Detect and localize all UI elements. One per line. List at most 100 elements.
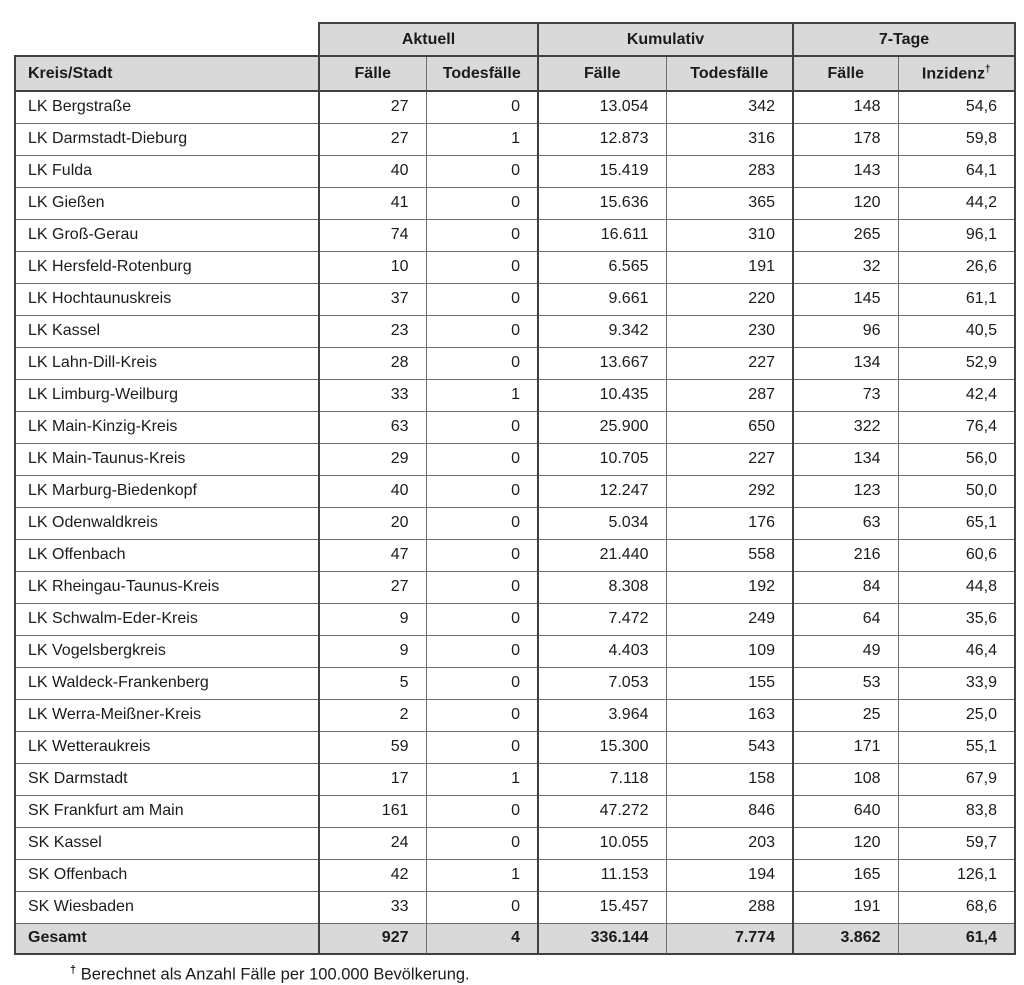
value-cell: 44,2: [897, 186, 1017, 220]
value-cell: 15.300: [537, 730, 667, 764]
value-cell: 126,1: [897, 858, 1017, 892]
district-name: LK Groß-Gerau: [14, 218, 320, 252]
table-row: LK Darmstadt-Dieburg 27 1 12.873 316 178 59,8: [14, 122, 1017, 156]
table-row: LK Hersfeld-Rotenburg 10 0 6.565 191 32 26,6: [14, 250, 1017, 284]
table-row: SK Frankfurt am Main 161 0 47.272 846 640 83,8: [14, 794, 1017, 828]
table-row: LK Schwalm-Eder-Kreis 9 0 7.472 249 64 35,6: [14, 602, 1017, 636]
table-row: LK Marburg-Biedenkopf 40 0 12.247 292 123 50,0: [14, 474, 1017, 508]
value-cell: 4.403: [537, 634, 667, 668]
district-name: LK Waldeck-Frankenberg: [14, 666, 320, 700]
value-cell: 0: [425, 282, 539, 316]
value-cell: 61,1: [897, 282, 1017, 316]
value-cell: 846: [665, 794, 794, 828]
value-cell: 83,8: [897, 794, 1017, 828]
value-cell: 13.054: [537, 90, 667, 124]
value-cell: 16.611: [537, 218, 667, 252]
value-cell: 68,6: [897, 890, 1017, 924]
column-header-7-tage-inzidenz: Inzidenz†: [897, 55, 1017, 92]
value-cell: 178: [792, 122, 899, 156]
value-cell: 74: [318, 218, 427, 252]
value-cell: 21.440: [537, 538, 667, 572]
value-cell: 7.053: [537, 666, 667, 700]
value-cell: 47: [318, 538, 427, 572]
value-cell: 0: [425, 890, 539, 924]
footnote-marker: †: [70, 964, 77, 976]
value-cell: 67,9: [897, 762, 1017, 796]
group-header-row: Aktuell Kumulativ 7-Tage: [15, 22, 1017, 57]
value-cell: 5.034: [537, 506, 667, 540]
value-cell: 54,6: [897, 90, 1017, 124]
value-cell: 558: [665, 538, 794, 572]
table-row: LK Lahn-Dill-Kreis 28 0 13.667 227 134 52,9: [14, 346, 1017, 380]
value-cell: 20: [318, 506, 427, 540]
value-cell: 32: [792, 250, 899, 284]
value-cell: 0: [425, 346, 539, 380]
table-row: LK Main-Taunus-Kreis 29 0 10.705 227 134 56,0: [14, 442, 1017, 476]
value-cell: 163: [665, 698, 794, 732]
value-cell: 0: [425, 442, 539, 476]
value-cell: 65,1: [897, 506, 1017, 540]
value-cell: 134: [792, 346, 899, 380]
value-cell: 287: [665, 378, 794, 412]
value-cell: 0: [425, 698, 539, 732]
value-cell: 25: [792, 698, 899, 732]
value-cell: 0: [425, 90, 539, 124]
district-name: LK Darmstadt-Dieburg: [14, 122, 320, 156]
district-name: LK Vogelsbergkreis: [14, 634, 320, 668]
value-cell: 28: [318, 346, 427, 380]
value-cell: 40: [318, 474, 427, 508]
value-cell: 192: [665, 570, 794, 604]
value-cell: 0: [425, 602, 539, 636]
value-cell: 53: [792, 666, 899, 700]
value-cell: 123: [792, 474, 899, 508]
value-cell: 44,8: [897, 570, 1017, 604]
value-cell: 29: [318, 442, 427, 476]
value-cell: 76,4: [897, 410, 1017, 444]
table-row: LK Rheingau-Taunus-Kreis 27 0 8.308 192 84 44,…: [14, 570, 1017, 604]
value-cell: 55,1: [897, 730, 1017, 764]
district-name: LK Werra-Meißner-Kreis: [14, 698, 320, 732]
value-cell: 9: [318, 634, 427, 668]
column-header-7-tage-faelle: Fälle: [792, 55, 899, 92]
value-cell: 365: [665, 186, 794, 220]
value-cell: 7.118: [537, 762, 667, 796]
district-name: LK Wetteraukreis: [14, 730, 320, 764]
value-cell: 216: [792, 538, 899, 572]
value-cell: 42: [318, 858, 427, 892]
footnote: † Berechnet als Anzahl Fälle per 100.000…: [70, 964, 1014, 985]
table-row: LK Waldeck-Frankenberg 5 0 7.053 155 53 33,9: [14, 666, 1017, 700]
value-cell: 227: [665, 346, 794, 380]
district-name: SK Wiesbaden: [14, 890, 320, 924]
total-row: Gesamt 927 4 336.144 7.774 3.862 61,4: [14, 922, 1017, 955]
value-cell: 0: [425, 794, 539, 828]
corner-spacer: [15, 23, 319, 56]
value-cell: 176: [665, 506, 794, 540]
value-cell: 148: [792, 90, 899, 124]
table-row: LK Werra-Meißner-Kreis 2 0 3.964 163 25 25,0: [14, 698, 1017, 732]
district-name: LK Limburg-Weilburg: [14, 378, 320, 412]
group-header-7-tage: 7-Tage: [791, 22, 1017, 57]
value-cell: 5: [318, 666, 427, 700]
value-cell: 59,8: [897, 122, 1017, 156]
value-cell: 0: [425, 730, 539, 764]
value-cell: 120: [792, 826, 899, 860]
value-cell: 23: [318, 314, 427, 348]
value-cell: 288: [665, 890, 794, 924]
value-cell: 155: [665, 666, 794, 700]
value-cell: 316: [665, 122, 794, 156]
district-name: LK Main-Taunus-Kreis: [14, 442, 320, 476]
value-cell: 0: [425, 826, 539, 860]
value-cell: 10.705: [537, 442, 667, 476]
value-cell: 227: [665, 442, 794, 476]
value-cell: 10.055: [537, 826, 667, 860]
table-row: LK Odenwaldkreis 20 0 5.034 176 63 65,1: [14, 506, 1017, 540]
value-cell: 27: [318, 90, 427, 124]
value-cell: 25.900: [537, 410, 667, 444]
value-cell: 7.774: [665, 922, 794, 955]
value-cell: 15.419: [537, 154, 667, 188]
value-cell: 220: [665, 282, 794, 316]
district-name: LK Hersfeld-Rotenburg: [14, 250, 320, 284]
value-cell: 40,5: [897, 314, 1017, 348]
value-cell: 336.144: [537, 922, 667, 955]
